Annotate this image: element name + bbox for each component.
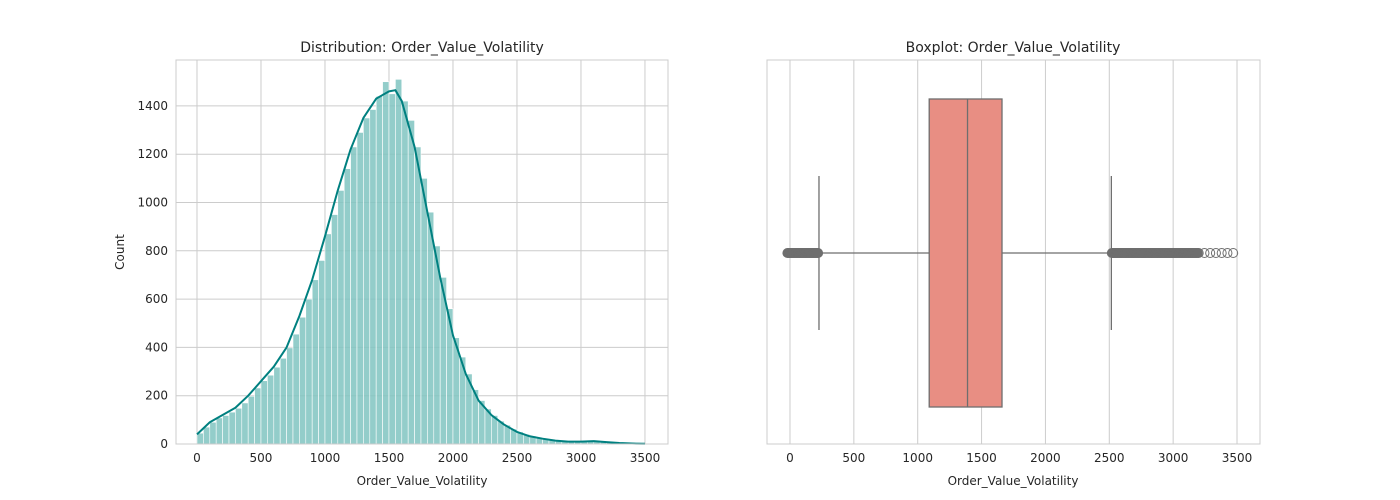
box-title: Boxplot: Order_Value_Volatility (906, 40, 1121, 56)
histogram-bar (222, 415, 230, 445)
x-tick-label: 500 (250, 451, 273, 465)
histogram-bar (401, 100, 409, 445)
x-tick-label: 0 (786, 451, 794, 465)
histogram-bar (209, 421, 217, 445)
histogram-bar (331, 214, 339, 445)
outlier-point (1228, 248, 1239, 258)
histogram-bar (228, 411, 236, 445)
histogram-bar (273, 366, 281, 445)
box-iqr (928, 98, 1003, 408)
x-tick-label: 500 (842, 451, 865, 465)
x-tick-label: 3000 (566, 451, 597, 465)
histogram-bar (292, 333, 300, 445)
axes-frame (175, 59, 669, 445)
y-tick-label: 1000 (137, 195, 168, 209)
histogram-bar (299, 316, 307, 445)
histogram-bar (286, 347, 294, 445)
x-tick-label: 3000 (1158, 451, 1189, 465)
y-tick-label: 600 (145, 292, 168, 306)
outlier-point (1193, 248, 1204, 258)
y-tick-label: 400 (145, 340, 168, 354)
box-xlabel: Order_Value_Volatility (948, 474, 1079, 488)
y-tick-label: 1200 (137, 147, 168, 161)
y-tick-label: 0 (160, 437, 168, 451)
x-tick-label: 3500 (1222, 451, 1253, 465)
histogram-bar (260, 380, 268, 445)
histogram-bar (337, 190, 345, 445)
histogram-bar (267, 374, 275, 445)
hist-ylabel: Count (113, 234, 127, 270)
x-tick-label: 1500 (966, 451, 997, 465)
hist-xlabel: Order_Value_Volatility (357, 474, 488, 488)
x-tick-label: 1000 (310, 451, 341, 465)
histogram-bar (382, 81, 390, 445)
x-tick-label: 1000 (902, 451, 933, 465)
x-tick-label: 3500 (630, 451, 661, 465)
histogram-bar (369, 109, 377, 445)
histogram-bar (420, 178, 428, 445)
histogram-bar (407, 120, 415, 445)
histogram-bar (305, 298, 313, 445)
outlier-point (1216, 248, 1227, 258)
histogram-bar (395, 79, 403, 445)
x-tick-label: 0 (193, 451, 201, 465)
outlier-point (1199, 248, 1210, 258)
histogram-bar (363, 117, 371, 445)
outlier-point (1222, 248, 1233, 258)
x-tick-label: 2500 (1094, 451, 1125, 465)
histogram-bar (311, 279, 319, 445)
outlier-point (1205, 248, 1216, 258)
histogram-bar (388, 93, 396, 445)
histogram-bar (279, 357, 287, 445)
axes-frame (766, 59, 1261, 445)
histogram-bar (254, 387, 262, 445)
histogram-bar (427, 211, 435, 445)
y-tick-label: 200 (145, 389, 168, 403)
histogram-bar (356, 132, 364, 445)
histogram-bar (215, 417, 223, 445)
histogram-bar (324, 233, 332, 445)
y-tick-label: 800 (145, 244, 168, 258)
x-tick-label: 2500 (502, 451, 533, 465)
histogram-bar (350, 146, 358, 445)
outlier-point (813, 248, 824, 258)
histogram-bar (247, 395, 255, 445)
histogram-bar (414, 146, 422, 445)
x-tick-label: 2000 (1030, 451, 1061, 465)
histogram-bar (318, 260, 326, 445)
x-tick-label: 2000 (438, 451, 469, 465)
histogram-bar (375, 95, 383, 445)
histogram-bar (241, 402, 249, 445)
kde-line (196, 89, 645, 445)
histogram-bar (203, 426, 211, 445)
x-tick-label: 1500 (374, 451, 405, 465)
histogram-bar (235, 407, 243, 445)
y-tick-label: 1400 (137, 99, 168, 113)
hist-title: Distribution: Order_Value_Volatility (300, 40, 544, 56)
histogram-bar (343, 168, 351, 445)
outlier-point (1210, 248, 1221, 258)
